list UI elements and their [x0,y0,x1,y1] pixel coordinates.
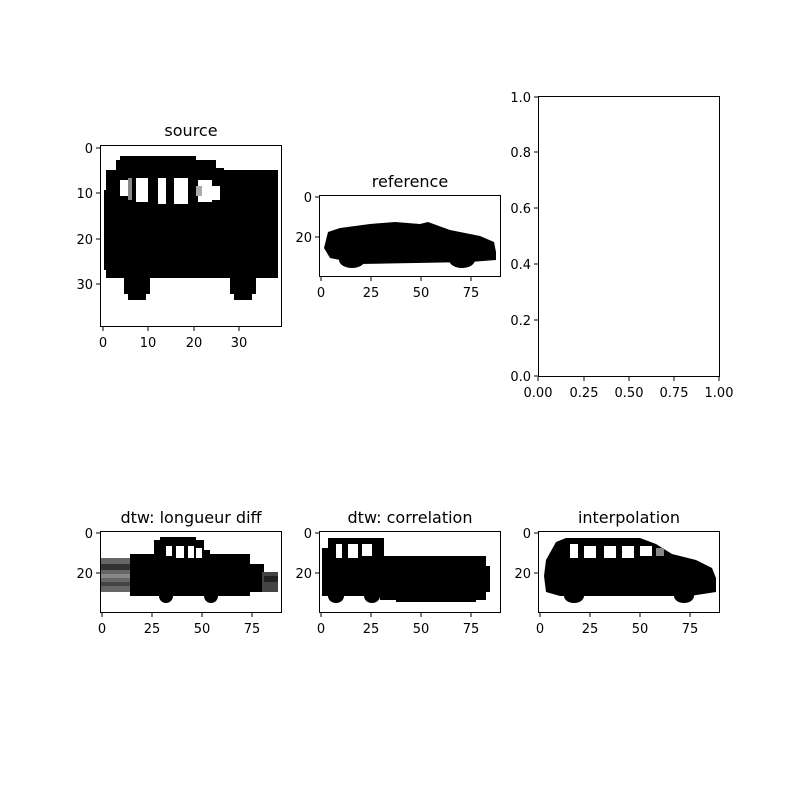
axes-frame [319,531,501,613]
panel-title: interpolation [578,508,680,527]
x-tick-label: 75 [463,286,480,301]
car-image-source [104,156,278,300]
car-image-reference [324,222,496,268]
x-tick-label: 25 [144,622,161,637]
y-tick-label: 0 [85,527,93,542]
x-ticks: 0 25 50 75 [317,613,479,637]
y-tick-label: 10 [76,187,93,202]
y-ticks: 0 10 20 30 [76,142,100,293]
x-tick-label: 0 [99,336,107,351]
x-tick-label: 0 [98,622,106,637]
axes-frame [319,195,501,277]
panel-dtw-correlation: dtw: correlation 0 25 50 75 [295,508,501,637]
y-ticks: 0.0 0.2 0.4 0.6 0.8 1.0 [510,91,538,385]
y-tick-label: 0 [85,142,93,157]
y-tick-label: 0 [523,527,531,542]
x-tick-label: 20 [186,336,203,351]
panel-empty: 0.00 0.25 0.50 0.75 1.00 0.0 0.2 0.4 0.6… [510,91,733,401]
x-tick-label: 30 [231,336,248,351]
y-tick-label: 1.0 [510,91,531,106]
y-tick-label: 0.6 [510,202,531,217]
panel-dtw-longueur-diff: dtw: longueur diff 0 [76,508,282,637]
panel-title: dtw: longueur diff [120,508,262,527]
axes-frame [100,531,282,613]
x-ticks: 0.00 0.25 0.50 0.75 1.00 [524,377,734,401]
axes-frame [538,96,720,377]
y-tick-label: 20 [76,233,93,248]
x-tick-label: 0.75 [660,386,689,401]
y-ticks: 0 20 [76,527,100,582]
y-tick-label: 0.4 [510,258,531,273]
x-tick-label: 75 [463,622,480,637]
x-tick-label: 50 [413,286,430,301]
x-tick-label: 1.00 [705,386,734,401]
y-ticks: 0 20 [295,527,319,582]
x-ticks: 0 10 20 30 [99,327,247,351]
panel-source: source [76,121,282,351]
y-tick-label: 20 [295,567,312,582]
panel-title: source [164,121,217,140]
panel-interpolation: interpolation 0 25 50 75 0 20 [514,508,720,637]
x-tick-label: 25 [582,622,599,637]
x-tick-label: 0 [317,286,325,301]
x-tick-label: 75 [244,622,261,637]
x-tick-label: 0 [536,622,544,637]
x-tick-label: 25 [363,622,380,637]
x-ticks: 0 25 50 75 [317,277,479,301]
car-image-dtw-correlation [322,538,490,603]
x-tick-label: 50 [413,622,430,637]
x-tick-label: 25 [363,286,380,301]
x-tick-label: 0.00 [524,386,553,401]
x-tick-label: 75 [682,622,699,637]
y-tick-label: 20 [76,567,93,582]
car-image-dtw-longueur-diff [101,537,278,603]
y-ticks: 0 20 [295,191,319,246]
y-tick-label: 0 [304,191,312,206]
y-tick-label: 0.2 [510,314,531,329]
car-image-interpolation [544,538,716,603]
panel-title: dtw: correlation [348,508,473,527]
y-tick-label: 20 [295,231,312,246]
panel-reference: reference 0 25 50 75 0 20 [295,172,501,301]
y-tick-label: 0.8 [510,146,531,161]
y-tick-label: 0 [304,527,312,542]
x-tick-label: 10 [140,336,157,351]
x-ticks: 0 25 50 75 [536,613,698,637]
x-ticks: 0 25 50 75 [98,613,260,637]
y-tick-label: 30 [76,278,93,293]
x-tick-label: 50 [632,622,649,637]
axes-frame [538,531,720,613]
y-ticks: 0 20 [514,527,538,582]
axes-frame [100,145,282,327]
y-tick-label: 0.0 [510,370,531,385]
y-tick-label: 20 [514,567,531,582]
x-tick-label: 0 [317,622,325,637]
panel-title: reference [372,172,448,191]
x-tick-label: 0.50 [615,386,644,401]
x-tick-label: 0.25 [570,386,599,401]
x-tick-label: 50 [194,622,211,637]
